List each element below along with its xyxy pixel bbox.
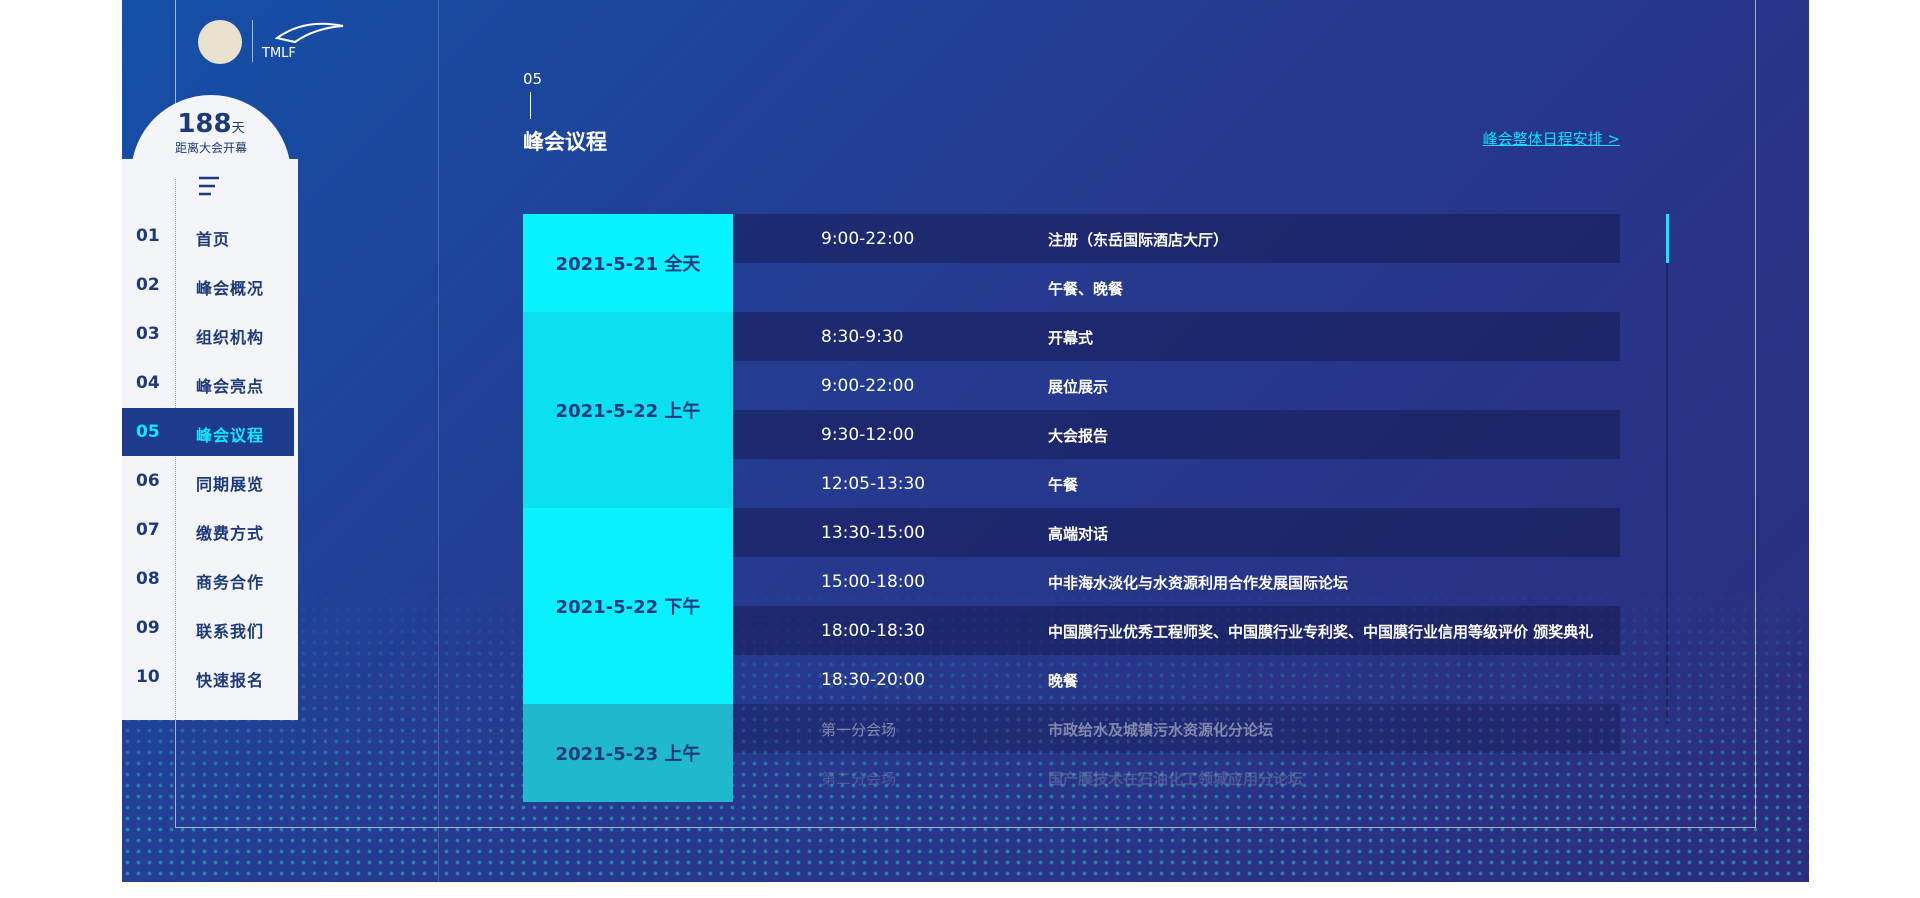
row-event: 市政给水及城镇污水资源化分论坛 [1048, 721, 1274, 739]
row-event: 大会报告 [1048, 427, 1109, 445]
row-time: 9:00-22:00 [821, 229, 915, 249]
nav-item[interactable]: 05 峰会议程 [122, 408, 294, 456]
nav-item[interactable]: 02 峰会概况 [122, 261, 294, 309]
logo-text: TMLF [262, 46, 296, 61]
date-cell: 2021-5-23 上午 [523, 704, 733, 802]
countdown-label: 距离大会开幕 [174, 141, 247, 155]
countdown-number: 188 [177, 109, 232, 139]
divider [438, 0, 439, 882]
schedule-row: 13:30-15:00 高端对话 [733, 508, 1620, 557]
row-event: 晚餐 [1048, 672, 1079, 690]
scroll-thumb[interactable] [1666, 214, 1669, 263]
row-time: 13:30-15:00 [821, 523, 926, 543]
nav-item[interactable]: 04 峰会亮点 [122, 359, 294, 407]
schedule-row: 午餐、晚餐 [733, 263, 1620, 312]
logo-wave [275, 22, 344, 44]
schedule-row: 18:00-18:30 中国膜行业优秀工程师奖、中国膜行业专利奖、中国膜行业信用等… [733, 606, 1620, 655]
date-cell: 2021-5-21 全天 [523, 214, 733, 312]
nav-label: 首页 [196, 230, 231, 249]
nav-label: 峰会议程 [196, 426, 265, 445]
nav-number: 04 [136, 373, 160, 393]
schedule-row: 第一分会场 市政给水及城镇污水资源化分论坛 [733, 704, 1620, 753]
nav-label: 组织机构 [196, 328, 265, 347]
nav-label: 缴费方式 [196, 524, 265, 543]
schedule-row: 9:00-22:00 注册（东岳国际酒店大厅） [733, 214, 1620, 263]
footer-strip [0, 882, 1920, 898]
nav-number: 08 [136, 569, 160, 589]
nav-label: 同期展览 [196, 475, 265, 494]
row-event: 午餐、晚餐 [1048, 280, 1124, 298]
schedule-row: 9:00-22:00 展位展示 [733, 361, 1620, 410]
row-time: 第二分会场 [821, 770, 897, 788]
row-time: 18:30-20:00 [821, 670, 926, 690]
nav-label: 商务合作 [196, 573, 265, 592]
nav-item[interactable]: 01 首页 [122, 212, 294, 260]
row-time: 9:30-12:00 [821, 425, 915, 445]
nav-number: 05 [136, 422, 160, 442]
nav-label: 峰会概况 [196, 279, 265, 298]
dot-pattern [122, 582, 1809, 882]
nav-label: 联系我们 [196, 622, 265, 641]
nav-item[interactable]: 07 缴费方式 [122, 506, 294, 554]
nav-number: 03 [136, 324, 160, 344]
row-event: 午餐 [1048, 476, 1079, 494]
row-time: 9:00-22:00 [821, 376, 915, 396]
date-cell: 2021-5-22 下午 [523, 508, 733, 704]
nav-item[interactable]: 08 商务合作 [122, 555, 294, 603]
nav-number: 10 [136, 667, 160, 687]
nav-number: 02 [136, 275, 160, 295]
schedule-link[interactable]: 峰会整体日程安排 > [1482, 130, 1620, 148]
schedule-row: 15:00-18:00 中非海水淡化与水资源利用合作发展国际论坛 [733, 557, 1620, 606]
schedule-row: 第二分会场 国产膜技术在石油化工领域应用分论坛 [733, 753, 1620, 802]
section-title: 峰会议程 [523, 130, 607, 154]
row-event: 展位展示 [1048, 378, 1109, 396]
nav-number: 06 [136, 471, 160, 491]
schedule-row: 8:30-9:30 开幕式 [733, 312, 1620, 361]
nav-item[interactable]: 06 同期展览 [122, 457, 294, 505]
nav-label: 峰会亮点 [196, 377, 265, 396]
row-event: 开幕式 [1048, 329, 1094, 347]
row-event: 中非海水淡化与水资源利用合作发展国际论坛 [1048, 574, 1349, 592]
nav-number: 09 [136, 618, 160, 638]
row-event: 国产膜技术在石油化工领域应用分论坛 [1048, 770, 1304, 788]
date-cell: 2021-5-22 上午 [523, 312, 733, 508]
side-nav: 01 首页 02 峰会概况 03 组织机构 04 峰会亮点 05 峰会议程 06 同期展览 07 缴费方式… [122, 159, 298, 720]
nav-item[interactable]: 03 组织机构 [122, 310, 294, 358]
countdown-unit: 天 [231, 121, 245, 136]
section-number: 05 [523, 70, 543, 88]
main-panel [122, 0, 1809, 882]
nav-item[interactable]: 09 联系我们 [122, 604, 294, 652]
row-time: 8:30-9:30 [821, 327, 904, 347]
row-time: 第一分会场 [821, 721, 897, 739]
nav-item[interactable]: 10 快速报名 [122, 653, 294, 701]
schedule-row: 9:30-12:00 大会报告 [733, 410, 1620, 459]
logo-seal [198, 20, 242, 64]
row-time: 15:00-18:00 [821, 572, 926, 592]
row-time: 12:05-13:30 [821, 474, 926, 494]
row-time: 18:00-18:30 [821, 621, 926, 641]
row-event: 高端对话 [1048, 525, 1109, 543]
nav-number: 01 [136, 226, 160, 246]
nav-label: 快速报名 [196, 671, 265, 690]
menu-icon[interactable] [197, 175, 221, 197]
scroll-track [1666, 214, 1668, 724]
row-event: 中国膜行业优秀工程师奖、中国膜行业专利奖、中国膜行业信用等级评价 颁奖典礼 [1048, 623, 1594, 641]
nav-number: 07 [136, 520, 160, 540]
schedule-row: 18:30-20:00 晚餐 [733, 655, 1620, 704]
schedule-row: 12:05-13:30 午餐 [733, 459, 1620, 508]
section-tick [530, 92, 531, 119]
logo-divider [252, 20, 253, 62]
row-event: 注册（东岳国际酒店大厅） [1048, 231, 1229, 249]
